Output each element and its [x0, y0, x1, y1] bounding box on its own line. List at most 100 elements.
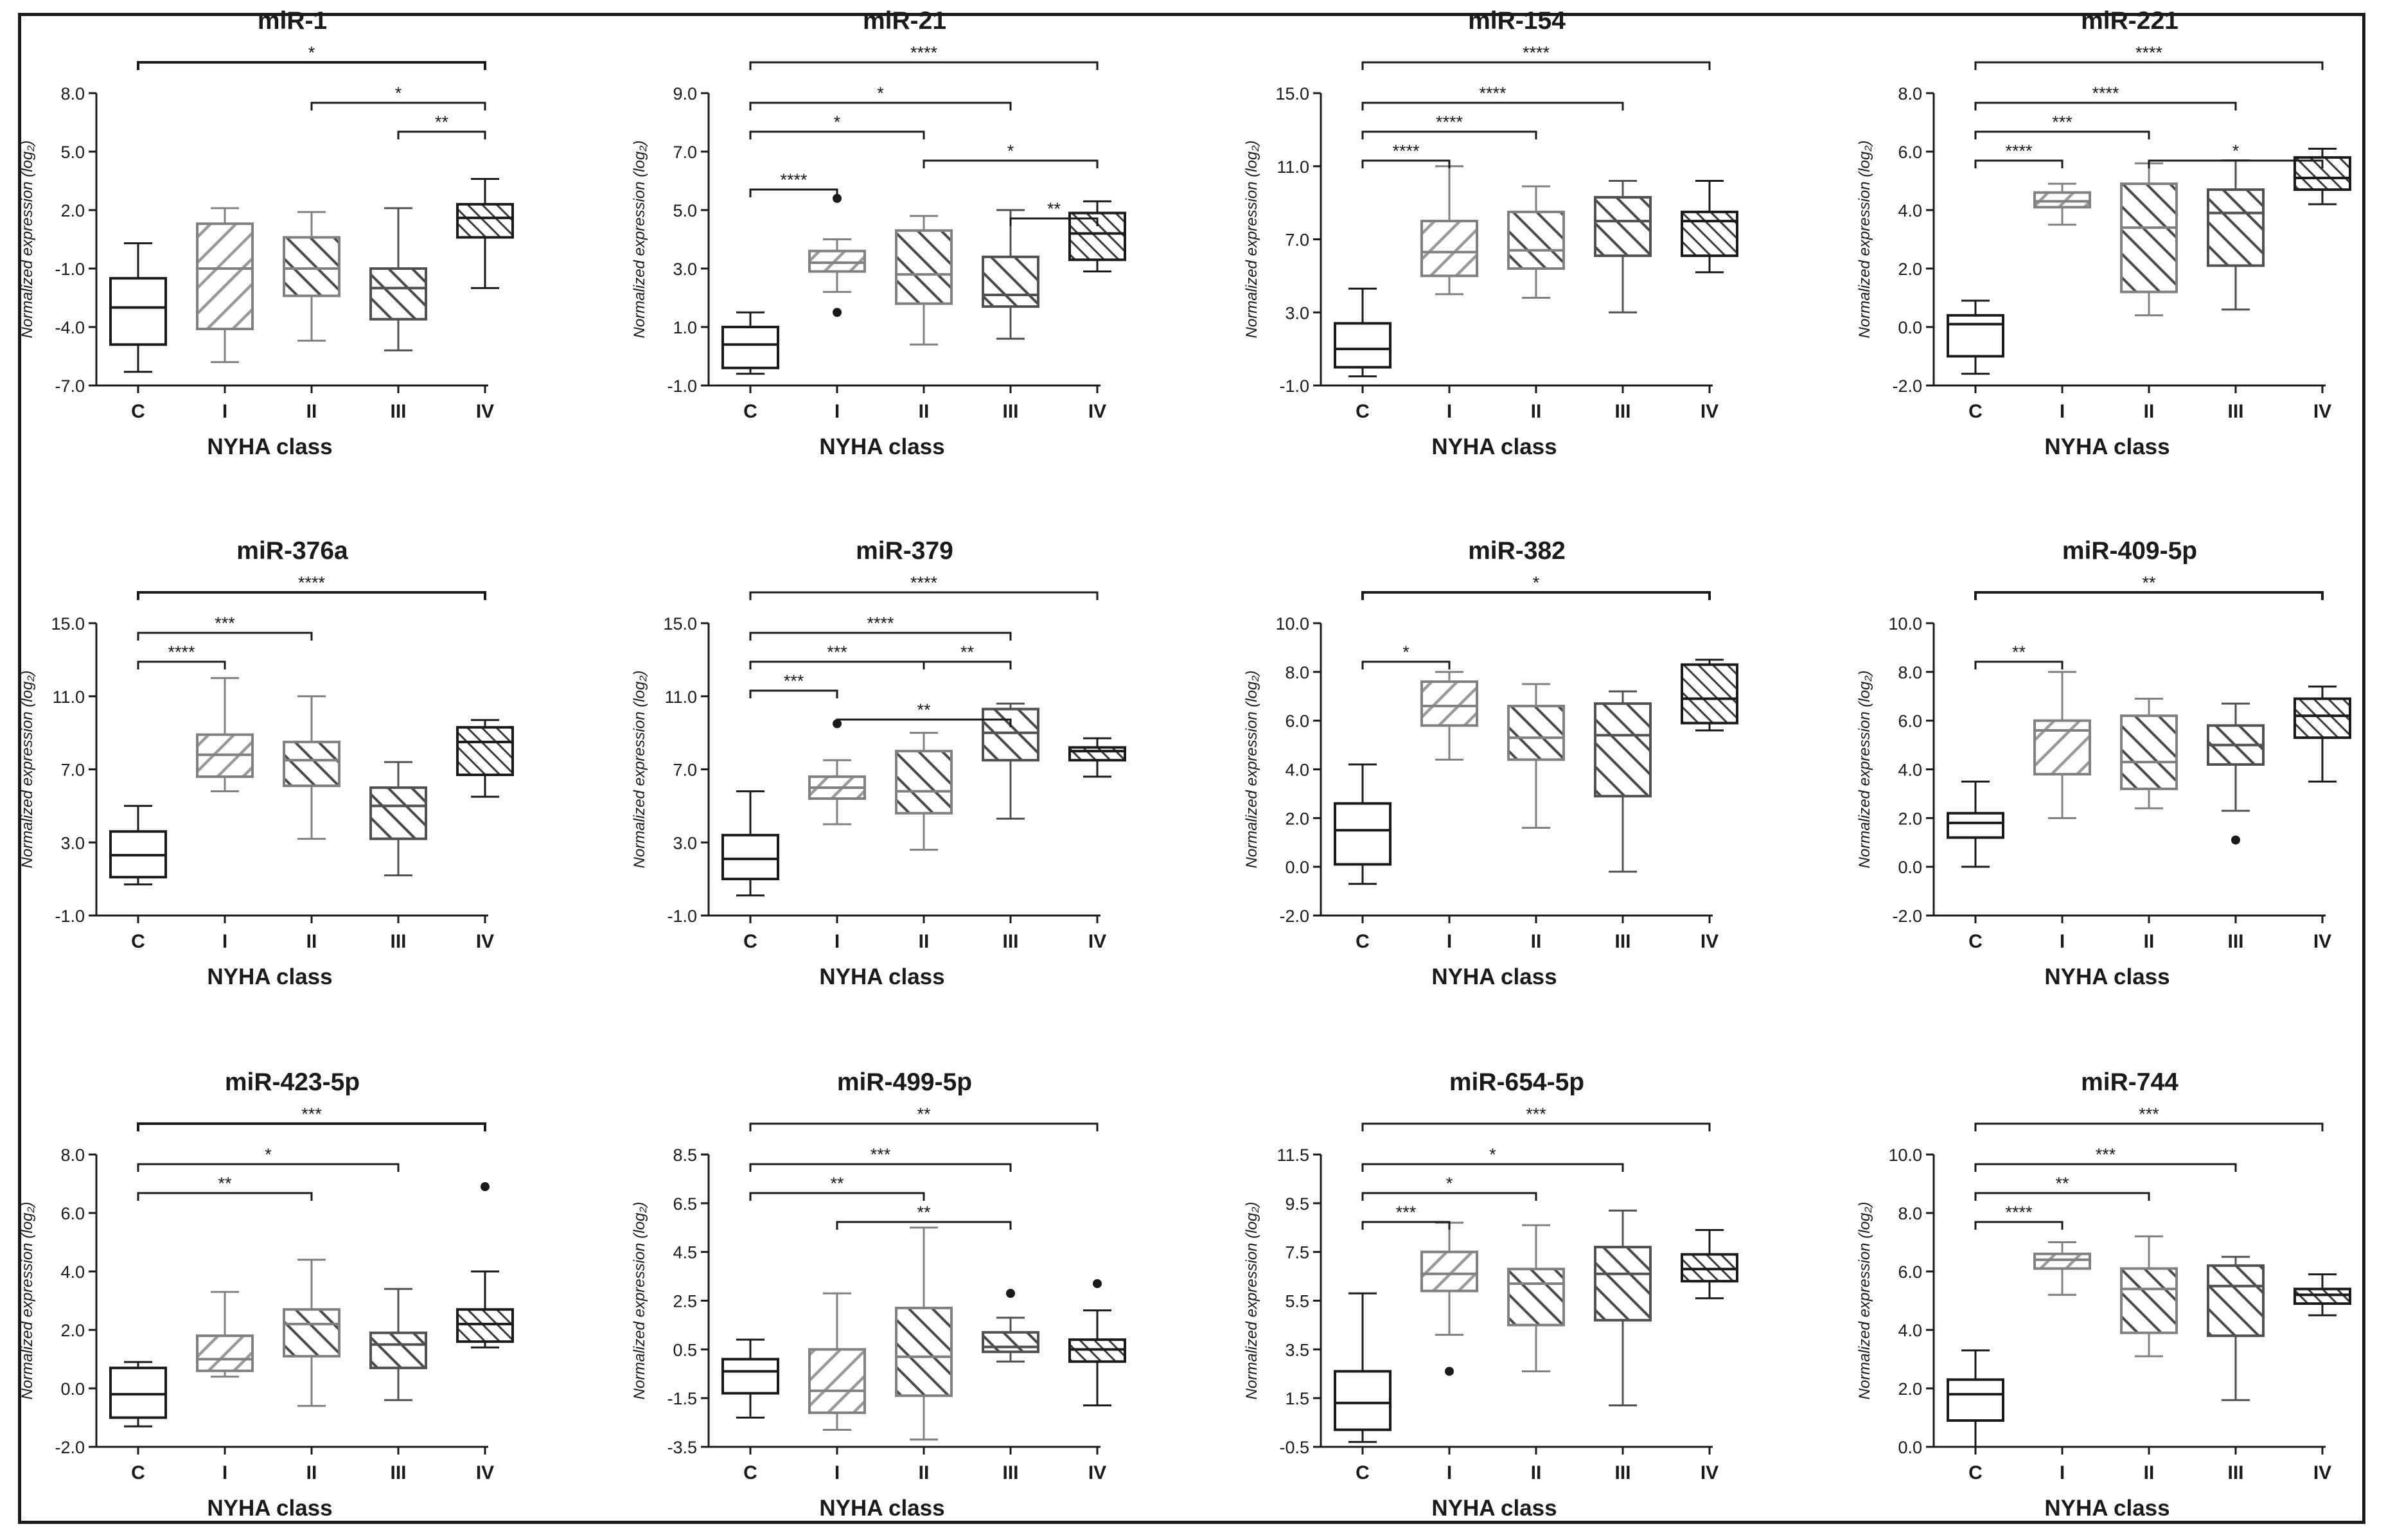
significance-label: **** — [1523, 43, 1550, 62]
y-axis-label: Normalized expression (log₂) — [19, 671, 36, 869]
x-tick-label: II — [1531, 931, 1542, 952]
x-tick-label: III — [2227, 1462, 2243, 1483]
chart-title: miR-21 — [863, 7, 946, 35]
x-tick-label: C — [1968, 1462, 1983, 1483]
outlier-point — [481, 1182, 490, 1192]
box-iqr — [456, 202, 514, 239]
significance-label: ** — [917, 1203, 931, 1222]
y-tick-label: 6.0 — [1285, 712, 1309, 731]
chart-title: miR-379 — [856, 537, 953, 565]
significance-bracket — [749, 61, 1099, 70]
box-iqr — [1594, 196, 1652, 258]
significance-label: **** — [2005, 1203, 2033, 1222]
y-tick-label: -2.0 — [55, 1438, 85, 1457]
significance-label: * — [395, 84, 402, 103]
y-tick-label: 0.0 — [60, 1379, 85, 1399]
x-tick-label: IV — [1701, 931, 1719, 952]
x-tick-label: C — [1356, 1462, 1370, 1483]
x-tick-label: I — [1447, 931, 1452, 952]
x-axis-label: NYHA class — [1431, 964, 1557, 989]
x-axis-label: NYHA class — [2044, 1496, 2169, 1521]
significance-bracket — [1974, 1163, 2237, 1172]
box-iqr — [982, 255, 1039, 308]
chart-title: miR-1 — [258, 7, 327, 35]
box-iqr — [1594, 1246, 1652, 1322]
y-tick-label: 7.0 — [673, 761, 697, 780]
box-iqr — [2293, 1288, 2351, 1305]
box-iqr — [1420, 220, 1478, 278]
x-tick-label: C — [1968, 401, 1983, 422]
x-axis-label: NYHA class — [2044, 964, 2169, 989]
significance-label: ** — [960, 642, 975, 662]
x-axis-label: NYHA class — [207, 964, 332, 989]
x-tick-label: II — [919, 401, 930, 422]
box-iqr — [2120, 182, 2178, 294]
y-tick-label: 7.5 — [1285, 1243, 1309, 1262]
significance-bracket — [749, 130, 925, 139]
y-tick-label: -1.5 — [667, 1389, 697, 1408]
y-tick-label: 8.0 — [60, 1146, 85, 1165]
x-tick-label: III — [1002, 401, 1018, 422]
chart-panel-mir-1: miR-1 -7.0 -4.0 -1.0 2.0 5.0 8.0 Normalized exp… — [19, 7, 514, 459]
significance-label: **** — [2135, 43, 2163, 62]
box-iqr — [456, 726, 514, 777]
x-axis-label: NYHA class — [207, 1496, 332, 1521]
x-tick-label: I — [2060, 931, 2065, 952]
y-tick-label: 4.0 — [1898, 1321, 1922, 1340]
y-tick-label: -0.5 — [1279, 1438, 1309, 1457]
x-tick-label: I — [1447, 1462, 1452, 1483]
box-iqr — [283, 236, 340, 297]
significance-bracket — [137, 61, 486, 70]
y-tick-label: 5.0 — [60, 143, 85, 162]
y-tick-label: 11.0 — [664, 687, 697, 707]
x-tick-label: IV — [2313, 1462, 2331, 1483]
y-tick-label: 5.0 — [673, 201, 697, 220]
x-tick-label: C — [131, 401, 145, 422]
x-tick-label: II — [306, 401, 317, 422]
y-tick-label: -1.0 — [55, 907, 85, 926]
box-iqr — [1068, 746, 1126, 762]
significance-bracket — [310, 102, 486, 111]
significance-bracket — [1974, 1192, 2150, 1201]
x-axis-label: NYHA class — [819, 434, 944, 459]
box-iqr — [196, 222, 254, 331]
significance-label: *** — [2052, 112, 2072, 132]
significance-bracket — [137, 1163, 400, 1172]
y-axis-label: Normalized expression (log₂) — [1243, 141, 1260, 339]
box-iqr — [982, 707, 1039, 762]
significance-label: **** — [910, 43, 938, 62]
x-tick-label: C — [1356, 401, 1370, 422]
box-iqr — [1947, 314, 2004, 358]
chart-title: miR-382 — [1468, 537, 1566, 565]
significance-bracket — [836, 1221, 1012, 1230]
box-iqr — [895, 229, 953, 305]
x-tick-label: I — [835, 931, 840, 952]
significance-label: ** — [435, 112, 449, 132]
chart-title: miR-654-5p — [1449, 1068, 1584, 1096]
y-tick-label: 3.5 — [1285, 1340, 1309, 1359]
significance-label: * — [265, 1145, 272, 1164]
box-iqr — [2033, 1252, 2091, 1270]
significance-bracket — [749, 591, 1099, 600]
outlier-point — [1093, 1279, 1102, 1288]
significance-bracket — [1974, 61, 2324, 70]
x-tick-label: I — [2060, 401, 2065, 422]
significance-bracket — [1361, 591, 1711, 600]
box-iqr — [2033, 191, 2091, 209]
chart-title: miR-154 — [1468, 7, 1566, 35]
box-iqr — [895, 750, 953, 815]
y-axis-label: Normalized expression (log₂) — [1856, 1202, 1873, 1400]
significance-label: **** — [1479, 84, 1507, 103]
box-iqr — [1420, 680, 1478, 727]
chart-title: miR-221 — [2081, 7, 2178, 35]
significance-label: **** — [298, 573, 326, 592]
x-tick-label: II — [2144, 931, 2155, 952]
box-iqr — [2207, 188, 2265, 267]
box-iqr — [2293, 697, 2351, 739]
significance-label: ** — [2142, 573, 2156, 592]
significance-bracket — [749, 660, 925, 669]
box-iqr — [721, 833, 779, 881]
y-axis-label: Normalized expression (log₂) — [631, 1202, 648, 1400]
chart-panel-mir-376a: miR-376a -1.0 3.0 7.0 11.0 15.0 Normalized exp… — [19, 537, 514, 989]
